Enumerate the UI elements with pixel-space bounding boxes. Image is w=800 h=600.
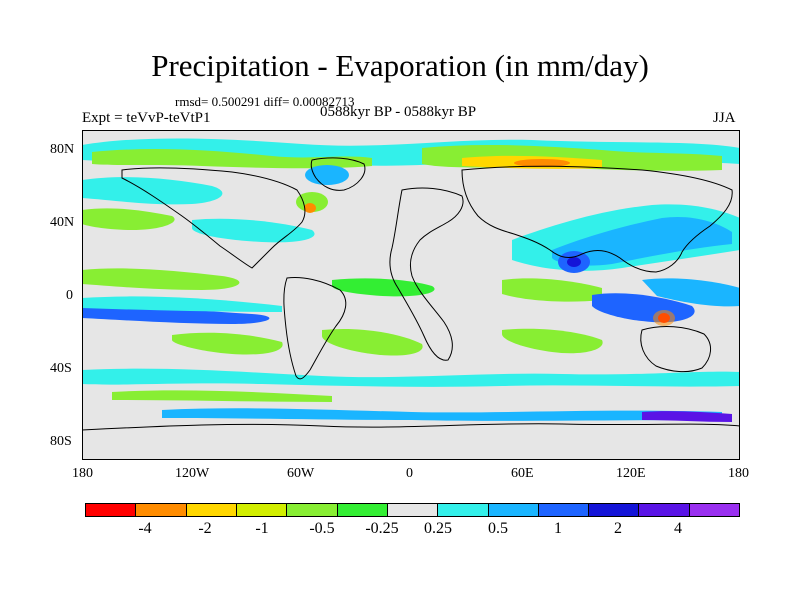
asia-coast bbox=[461, 165, 733, 273]
x-label-120w: 120W bbox=[175, 466, 210, 481]
south-indian-green bbox=[502, 328, 603, 354]
south-pacific-green bbox=[172, 332, 283, 355]
colorbar-segment bbox=[689, 504, 740, 516]
antarctica-coast bbox=[82, 423, 740, 431]
x-label-180e: 180 bbox=[728, 466, 749, 481]
anomaly-field bbox=[82, 138, 740, 422]
x-label-0: 0 bbox=[406, 466, 413, 481]
experiment-label: Expt = teVvP-teVtP1 bbox=[82, 110, 211, 126]
colorbar-label: -2 bbox=[198, 520, 212, 537]
stats-label: rmsd= 0.500291 diff= 0.00082713 bbox=[175, 94, 355, 109]
tropical-pacific-green bbox=[82, 268, 240, 290]
greenland-blue bbox=[305, 165, 349, 185]
colorbar-label: 2 bbox=[614, 520, 622, 537]
colorbar-segment bbox=[186, 504, 237, 516]
atlantic-itcz-green bbox=[332, 278, 435, 297]
map-frame bbox=[82, 130, 740, 460]
asia-monsoon-blue bbox=[552, 216, 732, 266]
x-label-60e: 60E bbox=[511, 466, 534, 481]
colorbar-segment bbox=[287, 504, 338, 516]
colorbar-label: 0.25 bbox=[424, 520, 452, 537]
colorbar-label: -1 bbox=[255, 520, 269, 537]
season-label: JJA bbox=[713, 110, 736, 126]
central-pacific-cyan bbox=[192, 218, 315, 243]
indian-ocean-green bbox=[502, 278, 602, 302]
maritime-blue bbox=[642, 278, 740, 307]
y-label-80n: 80N bbox=[50, 142, 75, 157]
colorbar-segment bbox=[86, 504, 137, 516]
colorbar-label: 0.5 bbox=[488, 520, 508, 537]
north-america-coast bbox=[121, 167, 306, 269]
colorbar-segment bbox=[488, 504, 539, 516]
precip-evap-map bbox=[82, 130, 740, 460]
colorbar-segment bbox=[589, 504, 640, 516]
tropical-pacific-blue bbox=[82, 307, 270, 324]
southern-ocean-cyan bbox=[82, 368, 740, 387]
south-america-coast bbox=[283, 277, 347, 380]
colorbar-segment bbox=[639, 504, 690, 516]
colorbar-label: 1 bbox=[554, 520, 562, 537]
x-label-180w: 180 bbox=[72, 466, 93, 481]
colorbar-label: -0.5 bbox=[309, 520, 335, 537]
antarctic-blue bbox=[162, 408, 722, 421]
antarctic-purple bbox=[642, 411, 732, 422]
y-label-40n: 40N bbox=[50, 215, 75, 230]
y-label-0: 0 bbox=[66, 288, 73, 303]
siberia-orange bbox=[514, 159, 570, 167]
colorbar-segment bbox=[236, 504, 288, 516]
colorbar-label: -0.25 bbox=[365, 520, 399, 537]
north-pacific-cyan bbox=[82, 177, 223, 205]
colorbar-label: -4 bbox=[138, 520, 152, 537]
colorbar-label: 4 bbox=[674, 520, 682, 537]
greenland-coast bbox=[310, 157, 366, 191]
y-label-80s: 80S bbox=[50, 434, 72, 449]
colorbar-segment bbox=[387, 504, 439, 516]
bay-bengal-deep bbox=[567, 257, 581, 267]
nw-atlantic-green bbox=[296, 192, 328, 212]
nw-atlantic-orange bbox=[304, 203, 316, 213]
south-atlantic-green bbox=[322, 328, 423, 356]
coastlines bbox=[82, 157, 740, 431]
colorbar-segment bbox=[337, 504, 388, 516]
north-pacific-green bbox=[82, 208, 175, 230]
plot-title: Precipitation - Evaporation (in mm/day) bbox=[151, 48, 649, 83]
europe-africa-coast bbox=[389, 187, 464, 361]
x-label-120e: 120E bbox=[616, 466, 646, 481]
tropical-pacific-cyan bbox=[82, 296, 282, 312]
australia-coast bbox=[640, 326, 711, 373]
colorbar-segment bbox=[136, 504, 187, 516]
colorbar-segment bbox=[438, 504, 489, 516]
arctic-green-band bbox=[92, 149, 372, 169]
period-label: 0588kyr BP - 0588kyr BP bbox=[320, 104, 477, 120]
x-label-60w: 60W bbox=[287, 466, 315, 481]
colorbar-segment bbox=[538, 504, 590, 516]
colorbar bbox=[85, 503, 740, 517]
southern-ocean-green bbox=[112, 390, 332, 402]
newguinea-orange bbox=[653, 310, 675, 326]
y-label-40s: 40S bbox=[50, 361, 72, 376]
